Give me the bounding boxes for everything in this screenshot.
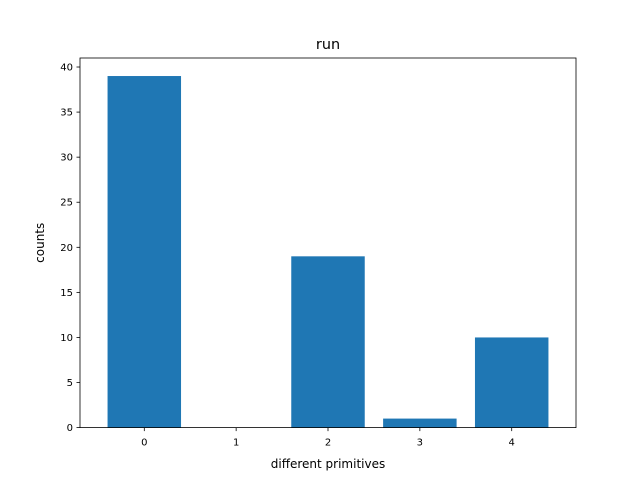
- x-axis-label: different primitives: [271, 457, 385, 471]
- x-tick-label-0: 0: [141, 438, 147, 449]
- x-tick-label-2: 2: [325, 438, 331, 449]
- y-axis-ticks: 0 5 10 15 20 25 30 35 40: [60, 63, 80, 434]
- y-tick-label-15: 15: [60, 288, 73, 299]
- y-axis-label: counts: [33, 223, 47, 263]
- y-tick-label-20: 20: [60, 243, 73, 254]
- chart-title: run: [316, 37, 340, 53]
- x-tick-label-4: 4: [509, 438, 515, 449]
- y-tick-label-5: 5: [67, 378, 73, 389]
- plot-frame: [79, 57, 577, 429]
- bar-2: [291, 256, 365, 428]
- y-tick-label-10: 10: [60, 333, 73, 344]
- y-tick-label-35: 35: [60, 108, 73, 119]
- y-tick-label-40: 40: [60, 63, 73, 74]
- y-tick-label-0: 0: [67, 423, 73, 434]
- bars-group: [107, 76, 549, 428]
- x-tick-label-1: 1: [233, 438, 239, 449]
- y-tick-label-25: 25: [60, 198, 73, 209]
- y-tick-label-30: 30: [60, 153, 73, 164]
- bar-4: [474, 337, 549, 428]
- x-tick-label-3: 3: [417, 438, 423, 449]
- bar-3: [383, 418, 457, 428]
- bar-0: [107, 76, 182, 428]
- x-axis-ticks: 0 1 2 3 4: [141, 427, 515, 449]
